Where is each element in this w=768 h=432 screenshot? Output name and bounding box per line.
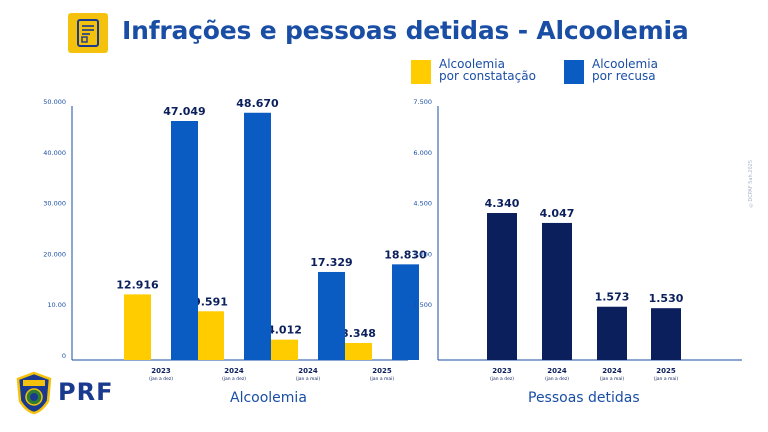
x-tick-label: 2023 bbox=[151, 367, 171, 375]
y-tick-label: 20.000 bbox=[43, 250, 66, 258]
data-label: 1.573 bbox=[595, 291, 630, 304]
prf-badge-logo bbox=[14, 371, 54, 419]
data-label: 3.348 bbox=[341, 327, 376, 340]
bar bbox=[651, 308, 681, 360]
data-label: 4.012 bbox=[267, 324, 302, 337]
x-tick-label: 2024 bbox=[298, 367, 318, 375]
chart-title-alcoolemia: Alcoolemia bbox=[230, 390, 307, 406]
bar bbox=[542, 222, 572, 360]
legend-label-line2: por recusa bbox=[592, 69, 656, 83]
bar bbox=[392, 264, 419, 360]
x-tick-sublabel: (jan a dez) bbox=[545, 376, 569, 382]
bar bbox=[171, 120, 198, 360]
y-tick-label: 30.000 bbox=[43, 200, 66, 208]
bar bbox=[244, 112, 271, 360]
bar bbox=[124, 294, 151, 360]
legend-label-line2: por constatação bbox=[439, 69, 536, 83]
bar bbox=[197, 311, 224, 360]
y-tick-label: 3.000 bbox=[413, 250, 432, 258]
x-tick-sublabel: (jan a dez) bbox=[222, 376, 246, 382]
prf-logo-text: PRF bbox=[58, 378, 114, 406]
legend-label-line1: Alcoolemia bbox=[592, 57, 658, 71]
x-tick-sublabel: (jan a mai) bbox=[654, 376, 679, 382]
data-label: 4.047 bbox=[540, 207, 575, 220]
y-tick-label: 1.500 bbox=[413, 301, 432, 309]
legend-label-line1: Alcoolemia bbox=[439, 57, 505, 71]
data-label: 4.340 bbox=[485, 197, 520, 210]
x-tick-label: 2025 bbox=[656, 367, 676, 375]
data-label: 1.530 bbox=[649, 292, 684, 305]
data-label: 17.329 bbox=[310, 256, 352, 269]
y-tick-label: 10.00 bbox=[47, 301, 66, 309]
x-tick-label: 2023 bbox=[492, 367, 512, 375]
bar bbox=[318, 271, 345, 360]
x-tick-sublabel: (jan a dez) bbox=[149, 376, 173, 382]
legend-item-constatacao: Alcoolemia por constatação bbox=[411, 58, 536, 84]
x-tick-sublabel: (jan a mai) bbox=[296, 376, 321, 382]
bar bbox=[271, 339, 298, 360]
data-label: 12.916 bbox=[116, 278, 159, 291]
x-tick-sublabel: (jan a mai) bbox=[600, 376, 625, 382]
y-tick-label: 7.500 bbox=[413, 98, 432, 106]
watermark: ©DCPAF 5ah.2025 bbox=[748, 160, 754, 208]
legend-swatch-constatacao bbox=[411, 60, 431, 84]
bar bbox=[487, 213, 517, 360]
bar bbox=[345, 342, 372, 360]
page-title: Infrações e pessoas detidas - Alcoolemia bbox=[122, 16, 689, 45]
data-label: 47.049 bbox=[163, 105, 205, 118]
x-tick-label: 2024 bbox=[224, 367, 244, 375]
chart-title-pessoas-detidas: Pessoas detidas bbox=[528, 390, 640, 406]
x-tick-label: 2024 bbox=[547, 367, 567, 375]
y-tick-label: 4.500 bbox=[413, 200, 432, 208]
x-tick-sublabel: (jan a mai) bbox=[370, 376, 395, 382]
y-tick-label: 6.000 bbox=[413, 149, 432, 157]
bar bbox=[597, 306, 627, 360]
legend-swatch-recusa bbox=[564, 60, 584, 84]
x-tick-label: 2025 bbox=[372, 367, 392, 375]
data-label: 18.830 bbox=[384, 248, 427, 261]
y-tick-label: 0 bbox=[62, 352, 66, 360]
y-tick-label: 40.000 bbox=[43, 149, 66, 157]
legend-item-recusa: Alcoolemia por recusa bbox=[564, 58, 658, 84]
data-label: 9.591 bbox=[193, 295, 228, 308]
y-tick-label: 50.000 bbox=[43, 98, 66, 106]
x-tick-label: 2024 bbox=[602, 367, 622, 375]
document-icon bbox=[68, 13, 108, 53]
data-label: 48.670 bbox=[236, 97, 279, 110]
x-tick-sublabel: (jan a dez) bbox=[490, 376, 514, 382]
